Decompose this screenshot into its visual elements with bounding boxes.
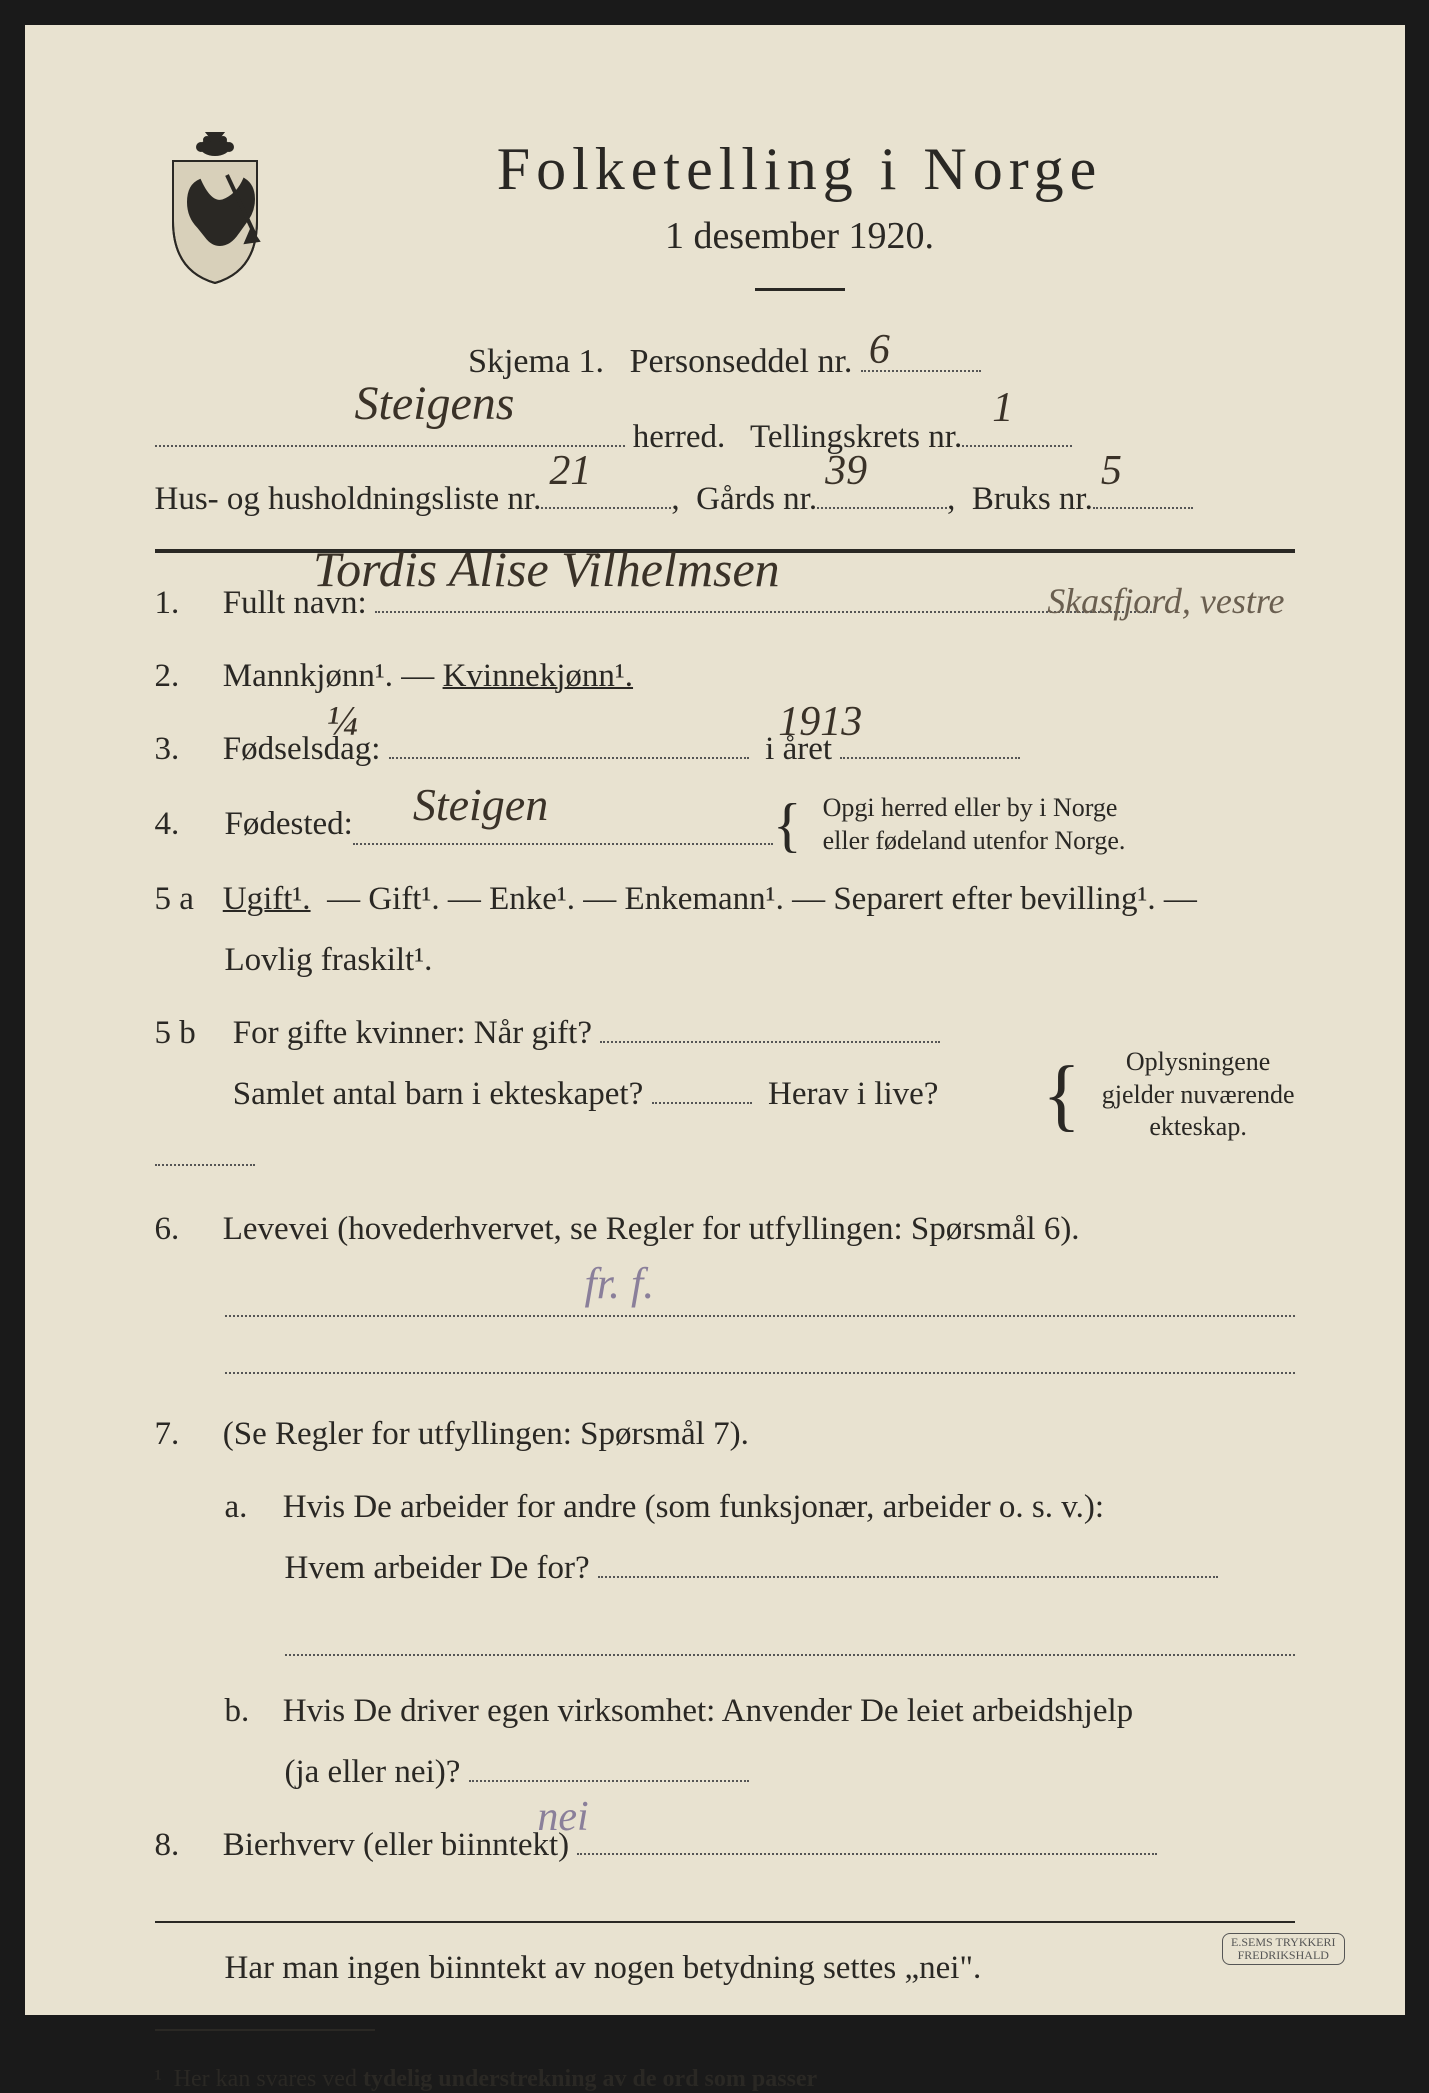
q2: 2. Mannkjønn¹. — Kvinnekjønn¹. bbox=[155, 646, 1295, 707]
printer-mark: E.SEMS TRYKKERI FREDRIKSHALD bbox=[1222, 1933, 1344, 1965]
q4-note-wrap: { Opgi herred eller by i Norge eller fød… bbox=[773, 792, 1126, 857]
herred-row: Steigens herred. Tellingskrets nr. 1 bbox=[155, 406, 1295, 469]
q7: 7. (Se Regler for utfyllingen: Spørsmål … bbox=[155, 1404, 1295, 1465]
q5b: 5 b For gifte kvinner: Når gift? Samlet … bbox=[155, 1003, 1295, 1186]
q7b-l2: (ja eller nei)? bbox=[285, 1754, 461, 1790]
q7a-blank bbox=[285, 1654, 1295, 1656]
q7-text: (Se Regler for utfyllingen: Spørsmål 7). bbox=[223, 1416, 749, 1452]
q5a-ugift: Ugift¹. bbox=[223, 881, 311, 917]
subtitle: 1 desember 1920. bbox=[305, 214, 1295, 258]
footnote: ¹ Her kan svares ved tydelig understrekn… bbox=[155, 2066, 1295, 2093]
printer-l2: FREDRIKSHALD bbox=[1238, 1948, 1329, 1962]
q7b: b. Hvis De driver egen virksomhet: Anven… bbox=[155, 1681, 1295, 1803]
q3-num: 3. bbox=[155, 719, 215, 780]
q4-num: 4. bbox=[155, 794, 225, 855]
printer-l1: E.SEMS TRYKKERI bbox=[1231, 1935, 1335, 1949]
q5b-l1: For gifte kvinner: Når gift? bbox=[233, 1015, 592, 1051]
q4: 4. Fødested: Steigen { Opgi herred eller… bbox=[155, 792, 1295, 857]
q7a-num: a. bbox=[225, 1477, 275, 1538]
q4-value: Steigen bbox=[413, 762, 548, 847]
q7a-l1: Hvis De arbeider for andre (som funksjon… bbox=[283, 1489, 1104, 1525]
q5b-note3: ekteskap. bbox=[1149, 1112, 1246, 1141]
q3-year: 1913 bbox=[848, 684, 862, 762]
q6-value: fr. f. bbox=[585, 1258, 655, 1309]
husliste-nr: 21 bbox=[549, 432, 591, 512]
q8-label: Bierhverv (eller biinntekt) bbox=[223, 1827, 569, 1863]
q5a: 5 a Ugift¹. — Gift¹. — Enke¹. — Enkemann… bbox=[155, 869, 1295, 991]
q7a-l2: Hvem arbeider De for? bbox=[285, 1550, 590, 1586]
q4-note2: eller fødeland utenfor Norge. bbox=[823, 826, 1126, 855]
gard-nr: 39 bbox=[825, 432, 867, 512]
tellingskrets-nr: 1 bbox=[992, 369, 1013, 449]
q6-blank-2 bbox=[225, 1372, 1295, 1374]
q5b-num: 5 b bbox=[155, 1003, 225, 1064]
q5b-l2a: Samlet antal barn i ekteskapet? bbox=[233, 1076, 644, 1112]
q1-num: 1. bbox=[155, 573, 215, 634]
bruk-nr: 5 bbox=[1101, 432, 1122, 512]
brace-icon: { bbox=[773, 801, 802, 849]
title-rule bbox=[755, 288, 845, 291]
side-annotation: Skasfjord, vestre bbox=[1047, 580, 1284, 622]
q6-blank-1: fr. f. bbox=[225, 1315, 1295, 1317]
herred-name: Steigens bbox=[355, 358, 515, 449]
q2-kvinne: Kvinnekjønn¹. bbox=[443, 658, 633, 694]
section-rule-2 bbox=[155, 1921, 1295, 1923]
footnote-rule bbox=[155, 2029, 375, 2031]
personseddel-nr: 6 bbox=[869, 326, 890, 374]
q5b-note-wrap: { Oplysningene gjelder nuværende ekteska… bbox=[1042, 1046, 1294, 1144]
title-block: Folketelling i Norge 1 desember 1920. bbox=[305, 125, 1295, 291]
q7-num: 7. bbox=[155, 1404, 215, 1465]
q6-text: Levevei (hovederhvervet, se Regler for u… bbox=[223, 1211, 1080, 1247]
header: Folketelling i Norge 1 desember 1920. bbox=[155, 125, 1295, 291]
q5b-l2b: Herav i live? bbox=[768, 1076, 938, 1112]
q6: 6. Levevei (hovederhvervet, se Regler fo… bbox=[155, 1199, 1295, 1260]
q4-label: Fødested: bbox=[225, 794, 353, 855]
main-title: Folketelling i Norge bbox=[305, 135, 1295, 204]
q7a: a. Hvis De arbeider for andre (som funks… bbox=[155, 1477, 1295, 1599]
q8-num: 8. bbox=[155, 1815, 215, 1876]
q5a-num: 5 a bbox=[155, 869, 215, 930]
brace-icon: { bbox=[1042, 1063, 1080, 1127]
personseddel-label: Personseddel nr. bbox=[630, 343, 853, 380]
q1-value: Tordis Alise Vilhelmsen bbox=[383, 523, 780, 616]
q7b-l1: Hvis De driver egen virksomhet: Anvender… bbox=[283, 1693, 1133, 1729]
q2-num: 2. bbox=[155, 646, 215, 707]
bruk-label: Bruks nr. bbox=[972, 468, 1093, 531]
q4-note1: Opgi herred eller by i Norge bbox=[823, 793, 1118, 822]
coat-of-arms-icon bbox=[155, 125, 275, 285]
q5b-note1: Oplysningene bbox=[1126, 1047, 1270, 1076]
q5a-line2: Lovlig fraskilt¹. bbox=[225, 942, 433, 978]
census-form-page: Folketelling i Norge 1 desember 1920. Sk… bbox=[25, 25, 1405, 2015]
q5b-note2: gjelder nuværende bbox=[1102, 1080, 1295, 1109]
herred-label: herred. bbox=[633, 406, 726, 469]
bottom-note: Har man ingen biinntekt av nogen betydni… bbox=[155, 1938, 1295, 1999]
q2-mann: Mannkjønn¹. — bbox=[223, 658, 435, 694]
q6-num: 6. bbox=[155, 1199, 215, 1260]
q8: 8. Bierhverv (eller biinntekt) nei bbox=[155, 1815, 1295, 1876]
q3: 3. Fødselsdag: ¼ i året 1913 bbox=[155, 719, 1295, 780]
q7b-num: b. bbox=[225, 1681, 275, 1742]
schema-line: Skjema 1. Personseddel nr. 6 bbox=[155, 331, 1295, 381]
